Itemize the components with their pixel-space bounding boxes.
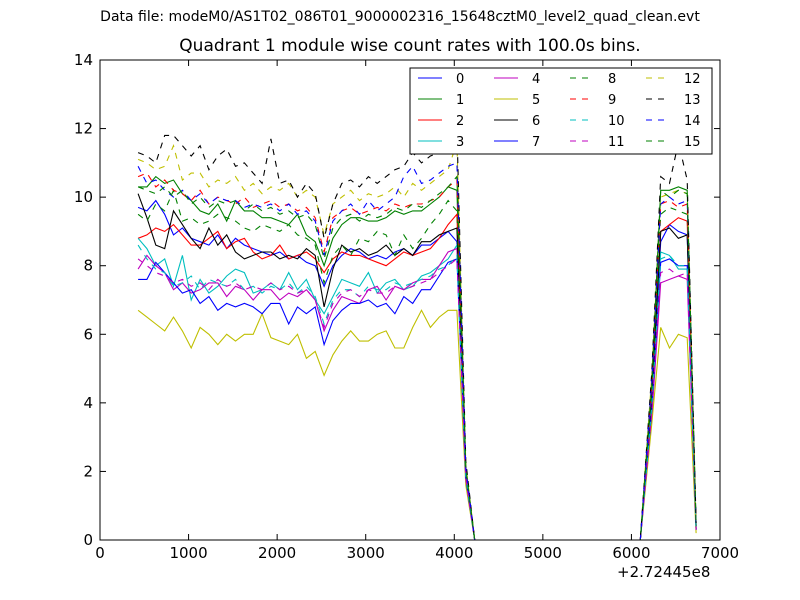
x-tick-label: 2000 bbox=[258, 544, 296, 562]
x-tick-label: 3000 bbox=[347, 544, 385, 562]
y-tick-label: 2 bbox=[83, 462, 93, 480]
y-tick-label: 8 bbox=[83, 257, 93, 275]
y-tick-label: 4 bbox=[83, 394, 93, 412]
legend-label-8: 8 bbox=[608, 72, 616, 87]
legend-label-3: 3 bbox=[456, 135, 464, 150]
y-tick-label: 14 bbox=[74, 51, 93, 69]
series-line-8 bbox=[137, 188, 697, 541]
legend-label-4: 4 bbox=[532, 72, 540, 87]
series-line-5 bbox=[137, 309, 697, 541]
legend-label-13: 13 bbox=[684, 93, 701, 108]
legend-label-0: 0 bbox=[456, 72, 464, 87]
series-line-1 bbox=[138, 175, 697, 541]
series-line-6 bbox=[137, 193, 697, 541]
y-tick-label: 0 bbox=[83, 531, 93, 549]
x-tick-label: 6000 bbox=[612, 544, 650, 562]
series-line-13 bbox=[137, 128, 697, 541]
x-tick-label: 4000 bbox=[435, 544, 473, 562]
legend-label-2: 2 bbox=[456, 114, 464, 129]
y-tick-label: 6 bbox=[83, 325, 93, 343]
legend-label-11: 11 bbox=[608, 135, 625, 150]
x-tick-label: 1000 bbox=[169, 544, 207, 562]
series-line-2 bbox=[137, 212, 697, 541]
series-line-3 bbox=[137, 237, 697, 541]
series-line-15 bbox=[137, 175, 697, 541]
legend-label-5: 5 bbox=[532, 93, 540, 108]
legend-label-9: 9 bbox=[608, 93, 616, 108]
series-line-4 bbox=[137, 247, 697, 541]
legend-box bbox=[409, 67, 713, 155]
y-tick-label: 10 bbox=[74, 188, 93, 206]
legend-label-10: 10 bbox=[608, 114, 625, 129]
legend-label-1: 1 bbox=[456, 93, 464, 108]
x-tick-label: 5000 bbox=[524, 544, 562, 562]
x-axis-offset-text: +2.72445e8 bbox=[617, 563, 711, 581]
legend-label-15: 15 bbox=[684, 135, 701, 150]
legend-label-12: 12 bbox=[684, 72, 701, 87]
x-tick-label: 0 bbox=[95, 544, 105, 562]
chart-title: Quadrant 1 module wise count rates with … bbox=[179, 36, 641, 56]
legend-label-14: 14 bbox=[684, 114, 701, 129]
x-tick-label: 7000 bbox=[701, 544, 739, 562]
series-line-14 bbox=[137, 162, 697, 541]
legend-label-7: 7 bbox=[532, 135, 540, 150]
data-file-caption: Data file: modeM0/AS1T02_086T01_90000023… bbox=[100, 9, 700, 25]
plot-lines bbox=[137, 128, 697, 541]
series-line-7 bbox=[138, 258, 697, 541]
series-line-11 bbox=[137, 257, 697, 541]
series-line-9 bbox=[137, 172, 697, 541]
legend-label-6: 6 bbox=[532, 114, 540, 129]
series-line-0 bbox=[137, 199, 697, 541]
y-tick-label: 12 bbox=[74, 120, 93, 138]
plot-frame bbox=[99, 59, 721, 541]
